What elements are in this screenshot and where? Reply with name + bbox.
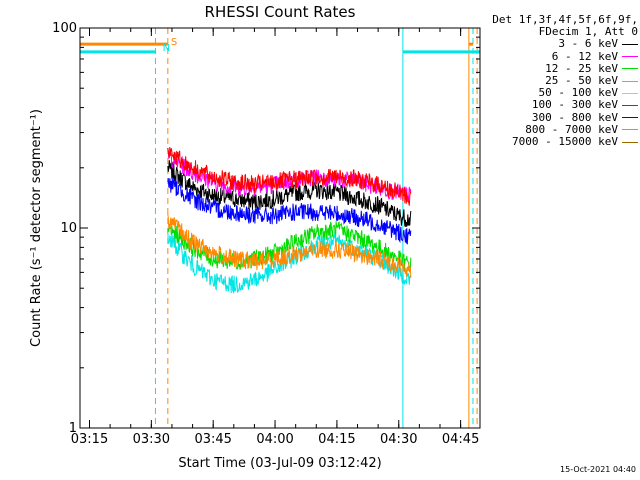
annotation-s: S bbox=[171, 37, 177, 48]
legend-label: 6 - 12 keV bbox=[551, 49, 618, 63]
x-tick-label-2: 03:30 bbox=[133, 432, 170, 447]
legend-entry-100-300-kev: 100 - 300 keV bbox=[470, 99, 638, 111]
x-tick-label-4: 04:00 bbox=[256, 432, 293, 447]
legend-entry-3-6-kev: 3 - 6 keV bbox=[470, 38, 638, 50]
legend-entry-300-800-kev: 300 - 800 keV bbox=[470, 110, 638, 124]
legend-entry-50-100-kev: 50 - 100 keV bbox=[470, 87, 638, 99]
legend-header-line-2: FDecim 1, Att 0 bbox=[538, 25, 638, 39]
legend-swatch bbox=[622, 141, 638, 143]
plot-frame bbox=[79, 27, 481, 429]
legend-swatch bbox=[622, 80, 638, 82]
legend-swatch bbox=[622, 44, 638, 45]
legend-swatch bbox=[622, 68, 638, 70]
x-tick-label-6: 04:30 bbox=[380, 432, 417, 447]
annotation-n: N bbox=[163, 43, 170, 54]
y-tick-label-2: 10 bbox=[60, 221, 77, 236]
x-tick-label-1: 03:15 bbox=[71, 432, 108, 447]
legend-entry-12-25-kev: 12 - 25 keV bbox=[470, 61, 638, 75]
legend-swatch bbox=[622, 56, 638, 58]
series-line-800-7000-kev bbox=[167, 213, 412, 279]
y-tick-label-3: 100 bbox=[52, 21, 77, 36]
x-tick-label-7: 04:45 bbox=[442, 432, 479, 447]
legend-entry-7000-15000-kev: 7000 - 15000 keV bbox=[470, 135, 638, 149]
legend-swatch bbox=[622, 129, 638, 131]
generation-timestamp: 15-Oct-2021 04:40 bbox=[560, 465, 636, 474]
series-line-3-6-kev bbox=[167, 160, 412, 227]
legend-label: 3 - 6 keV bbox=[558, 37, 618, 51]
legend-swatch bbox=[622, 105, 638, 107]
legend-entry-800-7000-kev: 800 - 7000 keV bbox=[470, 122, 638, 136]
legend-label: 100 - 300 keV bbox=[531, 98, 618, 112]
legend-label: 12 - 25 keV bbox=[545, 61, 618, 75]
legend-entry-25-50-kev: 25 - 50 keV bbox=[470, 74, 638, 88]
x-tick-label-5: 04:15 bbox=[318, 432, 355, 447]
series-line-100-300-kev bbox=[167, 146, 412, 206]
legend-label: 7000 - 15000 keV bbox=[512, 135, 618, 149]
legend-label: 800 - 7000 keV bbox=[525, 122, 618, 136]
legend-header-line-1: Det 1f,3f,4f,5f,6f,9f, bbox=[492, 13, 638, 26]
series-line-300-800-kev bbox=[167, 177, 412, 245]
legend-swatch bbox=[622, 92, 638, 94]
chart-legend: Det 1f,3f,4f,5f,6f,9f, FDecim 1, Att 0 3… bbox=[470, 13, 638, 149]
legend-label: 25 - 50 keV bbox=[545, 74, 618, 88]
x-axis-label: Start Time (03-Jul-09 03:12:42) bbox=[178, 456, 381, 471]
y-tick-label-1: 1 bbox=[69, 421, 77, 436]
legend-entry-6-12-kev: 6 - 12 keV bbox=[470, 49, 638, 63]
legend-swatch bbox=[622, 117, 638, 119]
chart-title: RHESSI Count Rates bbox=[205, 3, 356, 21]
x-tick-label-3: 03:45 bbox=[194, 432, 231, 447]
y-axis-label: Count Rate (s⁻¹ detector segment⁻¹) bbox=[29, 109, 44, 347]
legend-label: 50 - 100 keV bbox=[538, 86, 618, 100]
legend-label: 300 - 800 keV bbox=[531, 110, 618, 124]
